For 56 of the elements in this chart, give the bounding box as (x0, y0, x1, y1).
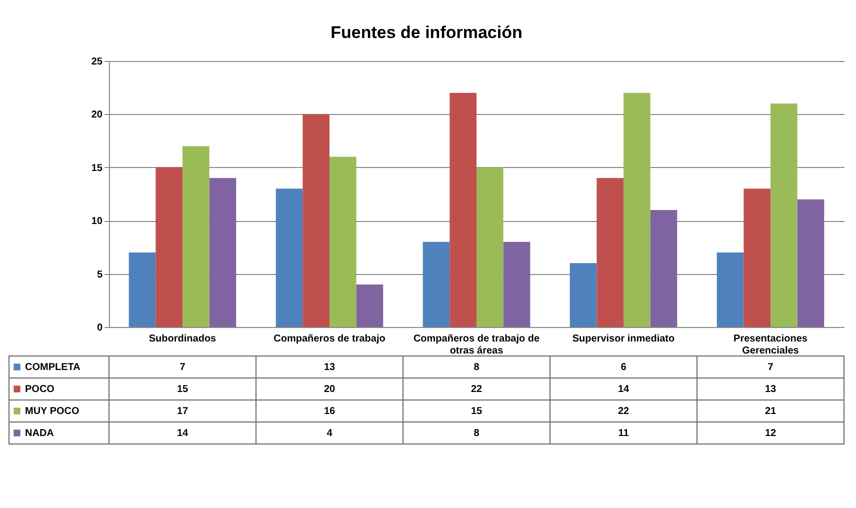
chart-title: Fuentes de información (330, 23, 522, 42)
data-label: 6 (620, 362, 627, 373)
x-tick-label: Supervisor inmediato (572, 334, 675, 344)
bar (302, 114, 330, 327)
data-label: 4 (326, 428, 333, 439)
y-tick-label: 15 (91, 162, 103, 174)
data-label: 15 (176, 384, 188, 395)
data-label: 7 (768, 362, 774, 373)
legend-label: POCO (25, 384, 55, 395)
bar (356, 284, 384, 327)
bar (624, 92, 650, 327)
x-tick-label: Compañeros de trabajo de otras áreas (413, 334, 540, 356)
x-tick-label: Presentaciones Gerenciales (734, 334, 808, 356)
data-label: 16 (324, 406, 336, 417)
bar (650, 210, 678, 327)
data-label: 22 (618, 406, 630, 417)
data-label: 20 (324, 384, 336, 395)
x-tick-label: Subordinados (148, 334, 217, 344)
y-tick-label: 10 (91, 216, 103, 228)
data-label: 8 (474, 362, 480, 373)
y-tick-label: 0 (96, 322, 103, 334)
data-label: 11 (618, 428, 630, 439)
data-label: 15 (470, 406, 482, 417)
legend-label: MUY POCO (25, 406, 80, 417)
data-label: 12 (764, 428, 776, 439)
bar (596, 178, 624, 327)
data-label: 8 (474, 428, 480, 439)
bar (770, 104, 798, 327)
bar (716, 252, 744, 327)
bar (128, 252, 156, 327)
y-tick-label: 5 (96, 269, 103, 280)
bar (797, 199, 824, 327)
data-label: 14 (618, 384, 630, 395)
bar (422, 242, 450, 327)
data-label: 13 (324, 362, 336, 373)
bar (450, 92, 476, 327)
legend-label: NADA (25, 428, 54, 439)
bar (276, 188, 303, 327)
data-label: 21 (764, 406, 776, 417)
bar (330, 156, 356, 327)
y-tick-label: 20 (91, 110, 103, 121)
x-tick-label: Compañeros de trabajo (274, 334, 386, 344)
bar (570, 263, 597, 327)
data-label: 17 (176, 406, 188, 417)
data-label: 13 (764, 384, 776, 395)
legend-label: COMPLETA (25, 362, 80, 373)
data-label: 22 (470, 384, 482, 395)
bar (209, 178, 236, 327)
bar (503, 242, 530, 327)
data-label: 14 (176, 428, 188, 439)
bar (156, 167, 182, 327)
bar (744, 188, 770, 327)
bar (476, 167, 504, 327)
y-tick-label: 25 (91, 56, 103, 68)
bar (182, 146, 210, 327)
data-label: 7 (180, 362, 186, 373)
